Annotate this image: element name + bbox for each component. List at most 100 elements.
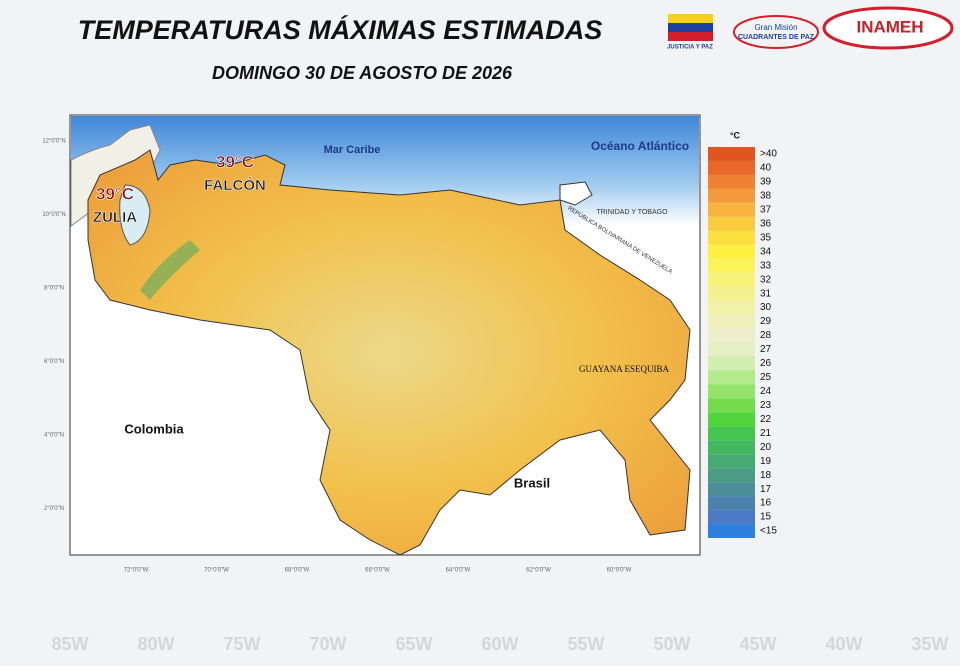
legend-label: 32 xyxy=(760,274,772,285)
mision-ring xyxy=(733,15,819,49)
lon-label: 70°0'0"W xyxy=(204,568,229,574)
brasil-label: Brasil xyxy=(514,475,550,490)
colombia-label: Colombia xyxy=(124,421,184,436)
lon-label: 68°0'0"W xyxy=(285,568,310,574)
legend-label: 21 xyxy=(760,428,772,439)
inameh-ring xyxy=(822,6,954,50)
legend-swatch xyxy=(708,216,755,231)
background-grid-labels: 85W 80W 75W 70W 65W 60W 55W 50W 45W 40W 35W xyxy=(51,634,948,654)
legend-swatch xyxy=(708,272,755,287)
logos: JUSTICIA Y PAZ Gran Misión CUADRANTES DE… xyxy=(667,6,954,51)
legend-swatch xyxy=(708,482,755,497)
background-lon-label: 85W xyxy=(51,634,88,654)
legend-label: 19 xyxy=(760,456,772,467)
legend-label: >40 xyxy=(760,149,777,160)
background-lon-label: 45W xyxy=(739,634,776,654)
lat-label: 6°0'0"N xyxy=(44,359,64,365)
graticule-labels: 12°0'0"N 10°0'0"N 8°0'0"N 6°0'0"N 4°0'0"N 2°0… xyxy=(42,139,631,574)
background-lon-label: 75W xyxy=(223,634,260,654)
ocean-label: Océano Atlántico xyxy=(591,139,689,153)
legend-swatch xyxy=(708,440,755,455)
legend-swatch xyxy=(708,258,755,273)
header-subtitle: DOMINGO 30 DE AGOSTO DE 2026 xyxy=(212,63,513,83)
legend-label: 36 xyxy=(760,218,772,229)
legend-label: 15 xyxy=(760,512,772,523)
legend: °C >40 40 39 38 37 36 35 34 33 32 31 30 29 28 27 26 25 24… xyxy=(708,130,777,538)
legend-label: 27 xyxy=(760,344,772,355)
background-lon-label: 35W xyxy=(911,634,948,654)
legend-label: 34 xyxy=(760,246,772,257)
legend-label: 18 xyxy=(760,470,772,481)
legend-swatch xyxy=(708,202,755,217)
legend-swatch xyxy=(708,147,755,161)
legend-label: 35 xyxy=(760,232,772,243)
legend-items: >40 40 39 38 37 36 35 34 33 32 31 30 29 28 27 26 25 24 23 2… xyxy=(708,147,777,538)
andes xyxy=(140,240,200,300)
flag-stripe xyxy=(668,32,713,41)
legend-label: 17 xyxy=(760,484,772,495)
legend-swatch xyxy=(708,496,755,511)
legend-label: <15 xyxy=(760,526,777,537)
trinidad-label: TRINIDAD Y TOBAGO xyxy=(596,209,668,216)
legend-label: 33 xyxy=(760,260,772,271)
legend-swatch xyxy=(708,160,755,175)
legend-label: 38 xyxy=(760,191,772,202)
lat-label: 8°0'0"N xyxy=(44,286,64,292)
legend-swatch xyxy=(708,454,755,469)
legend-label: 30 xyxy=(760,302,772,313)
legend-swatch xyxy=(708,314,755,329)
background-lon-label: 65W xyxy=(395,634,432,654)
legend-unit: °C xyxy=(730,130,741,140)
legend-label: 22 xyxy=(760,414,772,425)
legend-label: 29 xyxy=(760,316,772,327)
lat-label: 10°0'0"N xyxy=(42,212,65,218)
venezuela xyxy=(87,149,691,556)
background-lon-label: 70W xyxy=(309,634,346,654)
annotation-value: 39°C xyxy=(96,184,134,203)
lon-label: 60°0'0"W xyxy=(607,568,632,574)
legend-swatch xyxy=(708,356,755,371)
annotation-value: 39°C xyxy=(216,152,254,171)
legend-label: 31 xyxy=(760,288,772,299)
legend-swatch xyxy=(708,426,755,441)
legend-swatch xyxy=(708,174,755,189)
legend-label: 40 xyxy=(760,163,772,174)
mision-name: CUADRANTES DE PAZ xyxy=(738,34,815,41)
legend-swatch xyxy=(708,524,755,538)
flag-stripe xyxy=(668,23,713,32)
legend-swatch xyxy=(708,230,755,245)
legend-swatch xyxy=(708,510,755,525)
background-lon-label: 60W xyxy=(481,634,518,654)
lat-label: 12°0'0"N xyxy=(42,139,65,145)
lon-label: 62°0'0"W xyxy=(526,568,551,574)
legend-swatch xyxy=(708,328,755,343)
trinidad xyxy=(559,181,593,206)
legend-label: 24 xyxy=(760,386,772,397)
background-lon-label: 50W xyxy=(653,634,690,654)
lake-maracaibo xyxy=(119,184,151,246)
sea-label: Mar Caribe xyxy=(324,144,381,156)
map: Mar Caribe Océano Atlántico Colombia Bra… xyxy=(42,114,701,574)
legend-swatch xyxy=(708,188,755,203)
legend-label: 26 xyxy=(760,358,772,369)
lon-label: 66°0'0"W xyxy=(365,568,390,574)
mision-top: Gran Misión xyxy=(754,23,797,32)
flag-stripe xyxy=(668,14,713,23)
legend-swatch xyxy=(708,300,755,315)
legend-swatch xyxy=(708,468,755,483)
background-lon-label: 40W xyxy=(825,634,862,654)
annotation-place: FALCÓN xyxy=(204,176,266,194)
flag-caption: JUSTICIA Y PAZ xyxy=(667,45,713,51)
background-lon-label: 80W xyxy=(137,634,174,654)
legend-swatch xyxy=(708,398,755,413)
inameh-text: INAMEH xyxy=(856,17,923,36)
lon-label: 64°0'0"W xyxy=(446,568,471,574)
legend-swatch xyxy=(708,384,755,399)
background-lon-label: 55W xyxy=(567,634,604,654)
legend-label: 39 xyxy=(760,177,772,188)
lat-label: 4°0'0"N xyxy=(44,433,64,439)
annotations: 39°C ZULIA 39°C FALCÓN xyxy=(93,152,266,226)
legend-swatch xyxy=(708,244,755,259)
legend-label: 25 xyxy=(760,372,772,383)
